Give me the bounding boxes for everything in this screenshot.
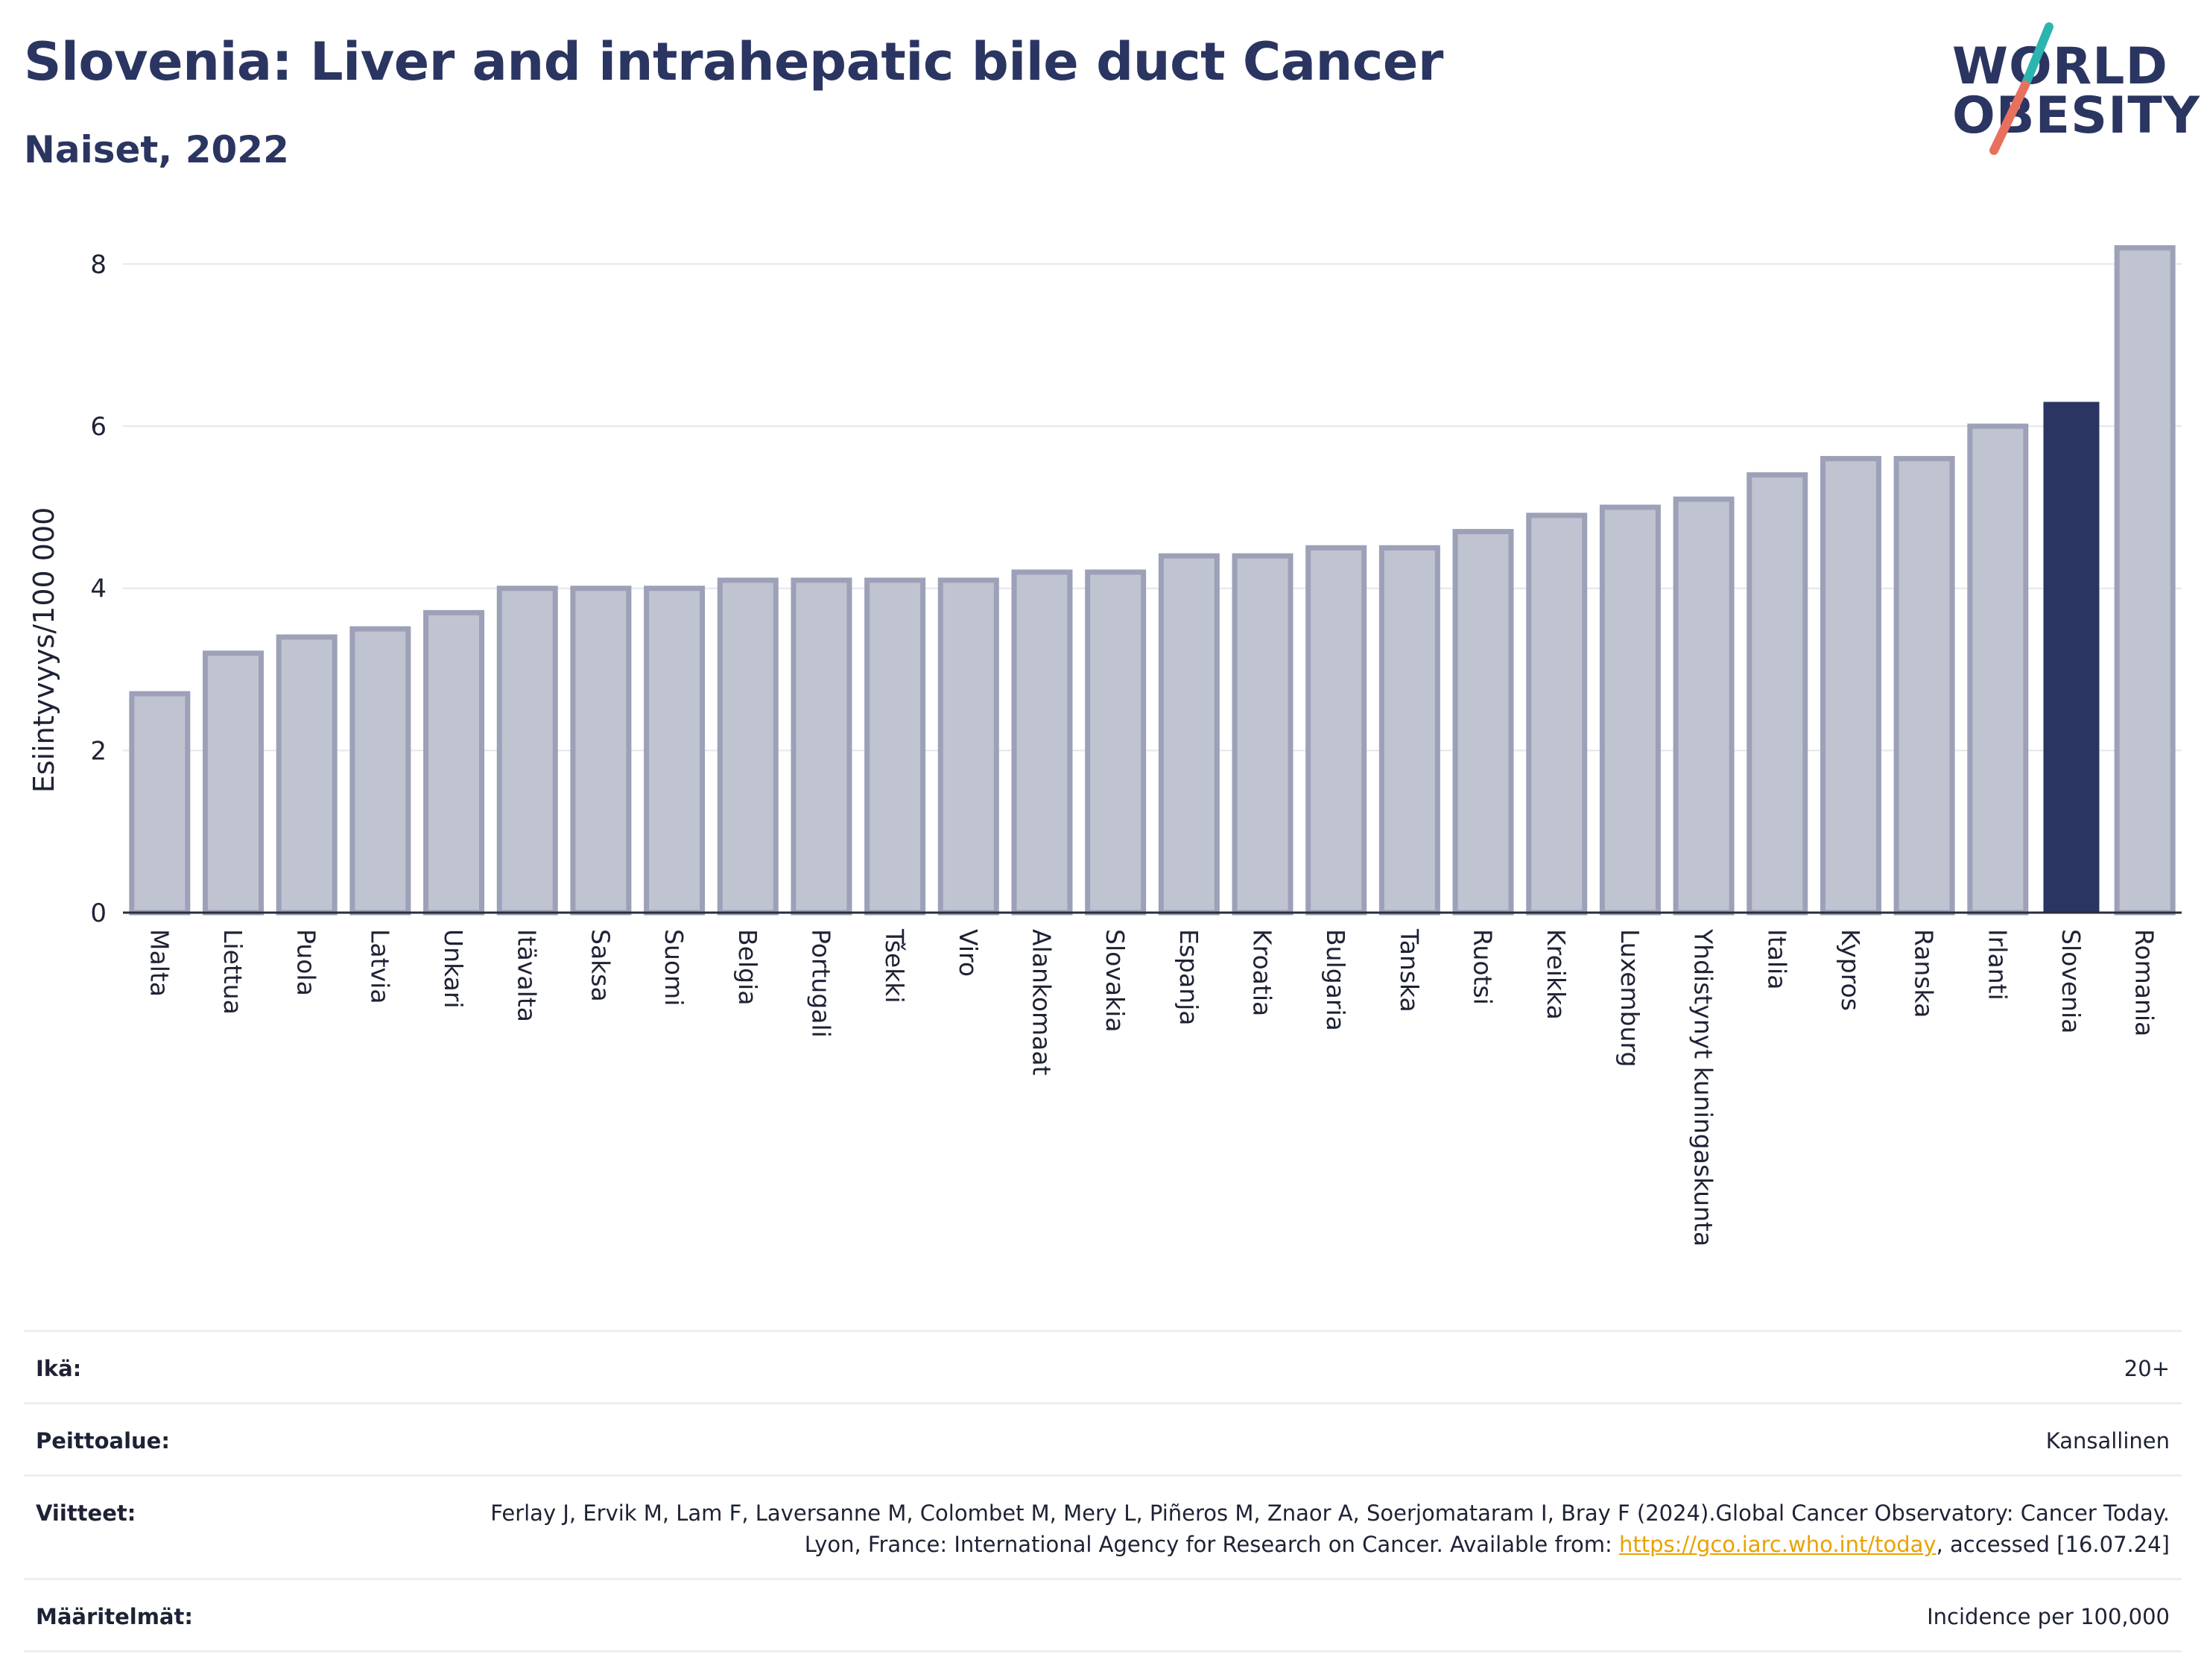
x-tick-label: Itävalta [513,929,542,1022]
x-tick-label: Puola [292,929,321,996]
category-labels: Malta Liettua Puola Latvia Unkari Itävalta Sak… [145,928,2159,1246]
logo-line-2: OBESITY [1952,86,2200,145]
x-tick-label: Yhdistynyt kuningaskunta [1689,928,1718,1246]
bar-latvia [349,626,411,916]
logo-slash-icon [1989,22,2053,155]
bar-romania [2114,245,2176,916]
x-tick-label: Ranska [1910,929,1939,1018]
info-row-coverage: Peittoalue: Kansallinen [24,1404,2182,1477]
bar-kypros [1820,456,1881,916]
x-tick-label: Espanja [1174,929,1203,1026]
definitions-label: Määritelmät: [36,1604,193,1629]
bar-malta [129,691,191,916]
bar-belgia [717,577,779,916]
bar-italia [1747,472,1808,916]
references-link[interactable]: https://gco.iarc.who.int/today [1618,1532,1937,1557]
y-tick-label: 0 [90,898,107,928]
x-tick-label: Saksa [586,929,615,1002]
bar-ruotsi [1452,529,1514,916]
x-tick-label: Latvia [365,929,394,1004]
bar-puola [276,634,338,916]
info-row-age: Ikä: 20+ [24,1332,2182,1404]
world-obesity-logo: WORLD OBESITY [1937,22,2200,156]
bar-chart: 0 2 4 6 8 Malta Liettua Puola Latvia Unkari Itäva… [28,245,2182,1246]
definitions-value: Incidence per 100,000 [1927,1604,2170,1629]
y-tick-label: 8 [90,250,107,279]
x-tick-label: Liettua [218,929,247,1015]
x-tick-label: Romania [2130,929,2159,1036]
bar-tanska [1378,545,1440,916]
x-tick-label: Tšekki [880,928,909,1004]
bar-tšekki [864,577,926,916]
age-label: Ikä: [36,1356,82,1381]
bar-ranska [1893,456,1955,916]
bar-viro [937,577,999,916]
x-tick-label: Suomi [659,929,688,1006]
bar-luxemburg [1599,504,1661,916]
bar-bulgaria [1305,545,1367,916]
chart-subtitle: Naiset, 2022 [24,128,289,171]
coverage-label: Peittoalue: [36,1428,170,1454]
references-value: Ferlay J, Ervik M, Lam F, Laversanne M, … [456,1497,2170,1560]
x-tick-label: Irlanti [1983,929,2012,1001]
x-tick-label: Portugali [806,929,835,1038]
references-text-end: , accessed [16.07.24] [1936,1532,2170,1557]
y-tick-label: 2 [90,736,107,766]
x-tick-label: Kreikka [1542,929,1571,1020]
bar-slovakia [1085,569,1147,916]
bar-saksa [570,586,632,916]
bar-yhdistynyt-kuningaskunta [1673,496,1735,916]
bar-alankomaat [1011,569,1073,916]
bar-portugali [791,577,852,916]
bar-kroatia [1232,553,1293,916]
x-tick-label: Tanska [1395,928,1424,1012]
x-tick-label: Ruotsi [1469,929,1498,1005]
x-tick-label: Kypros [1836,929,1865,1011]
x-tick-label: Alankomaat [1027,929,1056,1076]
x-tick-label: Unkari [439,929,468,1009]
x-tick-label: Luxemburg [1615,929,1644,1067]
x-tick-label: Slovakia [1101,929,1130,1033]
bar-unkari [423,609,485,916]
y-tick-label: 4 [90,574,107,604]
x-tick-label: Bulgaria [1321,929,1350,1031]
y-axis-title: Esiintyvyys/100 000 [28,507,60,793]
x-tick-label: Viro [954,929,983,977]
info-row-references: Viitteet: Ferlay J, Ervik M, Lam F, Lave… [24,1477,2182,1580]
y-tick-label: 6 [90,412,107,442]
references-text: Ferlay J, Ervik M, Lam F, Laversanne M, … [490,1500,2170,1557]
bar-liettua [203,650,265,916]
logo-line-1: WORLD [1952,37,2168,96]
axes: 0 2 4 6 8 [90,250,2182,928]
bar-itävalta [496,586,558,916]
x-tick-label: Kroatia [1248,929,1277,1016]
bar-kreikka [1526,513,1588,916]
x-tick-label: Italia [1762,929,1791,989]
x-tick-label: Slovenia [2056,929,2086,1033]
info-row-definitions: Määritelmät: Incidence per 100,000 [24,1580,2182,1652]
age-value: 20+ [2124,1356,2170,1381]
info-table: Ikä: 20+ Peittoalue: Kansallinen Viittee… [24,1330,2182,1652]
bar-suomi [644,586,706,916]
bars [129,245,2176,916]
coverage-value: Kansallinen [2045,1428,2170,1454]
x-tick-label: Belgia [733,929,762,1005]
x-tick-label: Malta [145,929,174,997]
bar-espanja [1158,553,1220,916]
chart-title: Slovenia: Liver and intrahepatic bile du… [24,31,1443,92]
bar-irlanti [1967,423,2029,916]
references-label: Viitteet: [36,1500,136,1526]
bar-slovenia [2043,402,2100,913]
